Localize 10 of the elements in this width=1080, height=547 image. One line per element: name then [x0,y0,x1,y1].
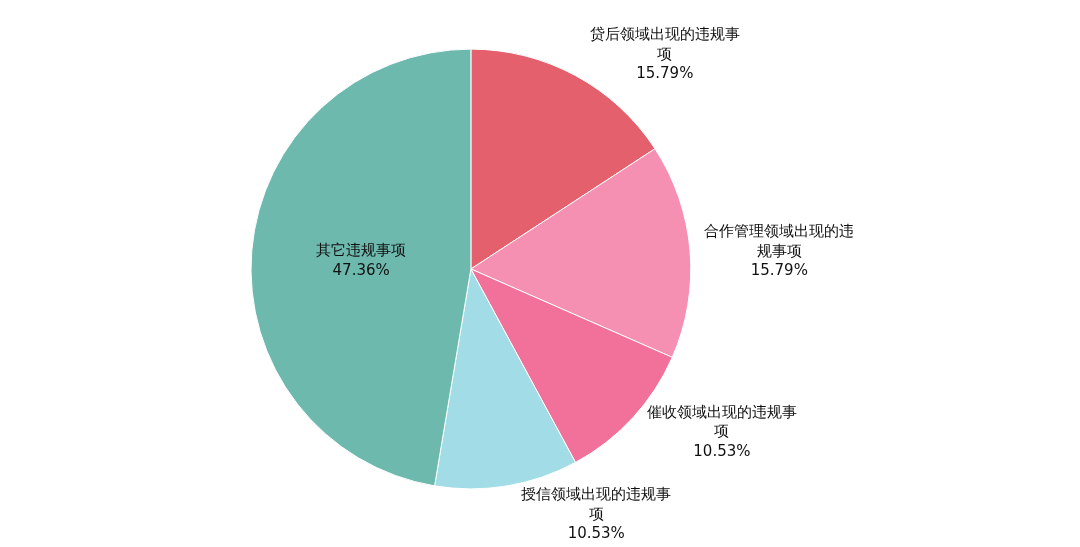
data-label: 15.79% [636,64,694,83]
data-label: 10.53% [693,441,751,460]
data-label: 47.36% [332,260,390,279]
slice-label: 催收领域出现的违规事项 [646,402,797,441]
data-label: 10.53% [567,524,625,543]
slice-label: 合作管理领域出现的违规事项 [704,222,855,260]
slice-label: 贷后领域出现的违规事项 [589,25,740,63]
slice-label: 其它违规事项 [316,241,407,260]
slice-label: 授信领域出现的违规事项 [521,485,672,523]
data-label: 15.79% [750,261,808,280]
